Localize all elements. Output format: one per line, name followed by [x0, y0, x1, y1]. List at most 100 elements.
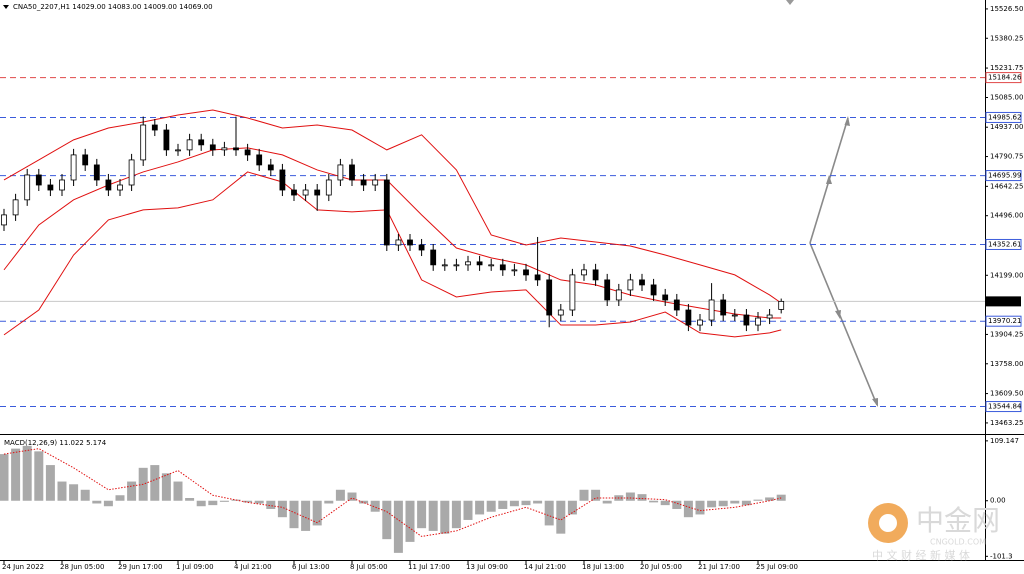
candle-body: [221, 147, 228, 151]
candle-body: [581, 269, 587, 276]
candle-body: [128, 159, 135, 186]
macd-bar: [498, 500, 508, 509]
macd-bar: [579, 489, 589, 501]
x-tick-label: 6 Jul 13:00: [292, 563, 330, 571]
candle-body: [383, 179, 390, 246]
macd-bar: [150, 465, 160, 501]
y-tick-label: 13463.25: [990, 419, 1023, 427]
macd-bar: [544, 500, 554, 526]
macd-bar: [672, 500, 682, 509]
candle-body: [407, 239, 413, 246]
macd-bar: [22, 445, 32, 501]
macd-bar: [173, 481, 183, 501]
candle-body: [441, 264, 448, 267]
candle-body: [279, 169, 286, 191]
macd-bar: [463, 500, 473, 520]
x-tick-label: 28 Jun 05:00: [60, 563, 104, 571]
candle-body: [302, 189, 309, 196]
candle-body: [186, 139, 193, 151]
macd-bar: [57, 481, 67, 501]
candle-body: [546, 279, 553, 316]
y-tick-label: 15085.00: [990, 94, 1023, 102]
candle-body: [24, 174, 31, 201]
candle-body: [453, 264, 460, 267]
candle-body: [163, 129, 170, 151]
y-tick-label: 15231.75: [990, 64, 1023, 72]
macd-bar: [266, 500, 276, 509]
macd-bar: [730, 500, 740, 504]
macd-bar: [521, 500, 531, 506]
level-label-box: [985, 315, 1022, 327]
candle-body: [395, 239, 402, 246]
menu-triangle[interactable]: [3, 5, 9, 9]
level-label-box: [985, 238, 1022, 250]
level-label-box: [985, 170, 1022, 182]
candle-body: [151, 124, 158, 131]
macd-bar: [196, 500, 206, 507]
candle-body: [627, 279, 634, 291]
band-lower: [3, 171, 782, 338]
y-tick-label: 14199.00: [990, 271, 1023, 279]
x-tick-label: 11 Jul 17:00: [408, 563, 450, 571]
macd-bar: [34, 451, 44, 501]
last-price-box: [986, 296, 1021, 307]
candle-body: [615, 289, 622, 301]
x-tick-label: 29 Jun 17:00: [118, 563, 162, 571]
macd-bar: [393, 500, 403, 553]
candle-body: [430, 249, 437, 266]
candle-body: [12, 199, 19, 216]
level-label: 15184.26: [988, 74, 1022, 82]
macd-bar: [428, 500, 438, 531]
level-label-box: [985, 72, 1022, 84]
macd-bar: [301, 500, 311, 531]
candle-body: [105, 179, 112, 191]
macd-bar: [45, 465, 55, 501]
candle-body: [534, 274, 541, 281]
macd-y-tick-label: -101.3: [990, 552, 1013, 560]
candle-body: [592, 269, 599, 281]
macd-bar: [324, 500, 334, 504]
macd-bar: [11, 448, 21, 501]
level-label: 14352.61: [988, 240, 1021, 248]
candle-body: [720, 299, 727, 316]
candle-body: [1, 214, 7, 226]
y-tick-label: 13609.50: [990, 390, 1023, 398]
watermark-slogan: 中 文 财 经 新 媒 体: [872, 548, 970, 562]
candle-body: [256, 154, 263, 166]
candle-body: [557, 309, 564, 316]
candle-body: [140, 124, 147, 161]
candle-body: [360, 179, 367, 186]
level-label-box: [985, 401, 1022, 413]
macd-bar: [69, 484, 79, 501]
macd-bar: [417, 500, 427, 529]
macd-bar: [80, 489, 90, 501]
macd-bar: [277, 500, 287, 518]
macd-bar: [127, 481, 137, 501]
macd-bar: [219, 500, 229, 502]
x-tick-label: 20 Jul 05:00: [640, 563, 682, 571]
candle-body: [778, 300, 785, 310]
candle-body: [175, 149, 181, 152]
macd-bar: [370, 500, 380, 512]
x-tick-label: 24 Jun 2022: [2, 563, 44, 571]
candle-body: [291, 189, 297, 196]
macd-signal: [3, 448, 782, 537]
level-label: 13544.84: [988, 403, 1022, 411]
candle-body: [476, 261, 483, 266]
macd-bar: [312, 500, 322, 526]
x-tick-label: 14 Jul 21:00: [524, 563, 566, 571]
candle-body: [499, 264, 506, 271]
candle-body: [766, 314, 773, 319]
macd-bar: [347, 492, 357, 501]
x-tick-label: 18 Jul 13:00: [582, 563, 624, 571]
macd-bar: [509, 500, 519, 507]
macd-label: MACD(12,26,9) 11.022 5.174: [4, 439, 107, 447]
x-tick-label: 25 Jul 09:00: [756, 563, 798, 571]
macd-bar: [602, 500, 612, 504]
candle-body: [93, 164, 100, 181]
candle-body: [639, 279, 645, 286]
macd-bar: [359, 500, 369, 504]
y-tick-label: 15380.25: [990, 34, 1023, 42]
candle-body: [267, 164, 274, 171]
